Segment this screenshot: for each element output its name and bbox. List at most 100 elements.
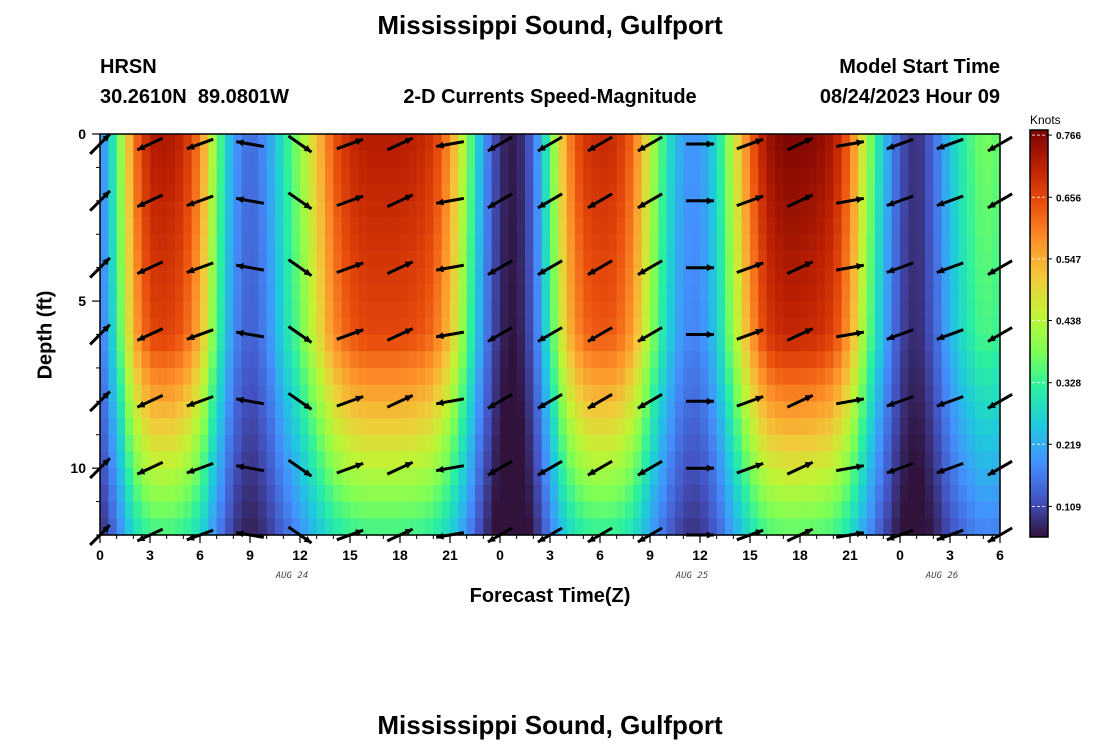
heatmap-cell	[791, 418, 801, 436]
current-vector-arrow	[136, 394, 164, 409]
heatmap-cell	[775, 384, 784, 402]
heatmap-cell	[891, 284, 901, 302]
x-tick-label: 18	[392, 547, 408, 563]
heatmap-cell	[408, 250, 418, 269]
heatmap-cell	[250, 484, 259, 503]
heatmap-cell	[808, 234, 818, 252]
heatmap-cell	[941, 317, 951, 336]
heatmap-cell	[300, 384, 309, 402]
current-vector-arrow	[287, 325, 313, 344]
heatmap-cell	[400, 401, 409, 419]
date-label: AUG 24	[275, 571, 309, 581]
heatmap-cell	[150, 234, 159, 252]
station-coordinates: 30.2610N 89.0801W	[100, 86, 290, 108]
heatmap-cell	[358, 434, 368, 453]
heatmap-cell	[891, 484, 901, 503]
heatmap-cell	[716, 150, 726, 169]
heatmap-cell	[175, 451, 184, 469]
heatmap-cell	[383, 384, 393, 402]
heatmap-cell	[925, 351, 934, 369]
heatmap-cell	[366, 250, 376, 269]
heatmap-cell	[733, 384, 743, 402]
heatmap-cell	[133, 401, 143, 419]
heatmap-cell	[208, 418, 218, 436]
heatmap-cell	[158, 134, 168, 152]
heatmap-cell	[816, 184, 826, 202]
heatmap-cell	[283, 184, 293, 202]
heatmap-cell	[550, 367, 559, 386]
heatmap-cell	[525, 217, 534, 235]
heatmap-cell	[633, 284, 643, 302]
heatmap-cell	[266, 451, 276, 469]
heatmap-cell	[966, 284, 976, 302]
heatmap-cell	[358, 217, 368, 235]
heatmap-cell	[608, 518, 618, 536]
heatmap-cell	[483, 501, 493, 519]
heatmap-cell	[658, 434, 668, 453]
heatmap-cell	[425, 384, 434, 402]
heatmap-cell	[666, 150, 676, 169]
colorbar-tick-label: 0.109	[1056, 502, 1081, 513]
heatmap-cell	[791, 367, 801, 386]
heatmap-cell	[741, 434, 751, 453]
heatmap-cell	[950, 184, 959, 202]
heatmap-cell	[325, 150, 334, 169]
heatmap-cell	[675, 451, 684, 469]
heatmap-cell	[716, 234, 726, 252]
heatmap-cell	[841, 167, 851, 185]
heatmap-cell	[433, 401, 443, 419]
heatmap-cell	[458, 401, 468, 419]
heatmap-cell	[350, 418, 359, 436]
heatmap-cell	[366, 451, 376, 469]
heatmap-cell	[875, 367, 884, 386]
heatmap-cell	[250, 250, 259, 269]
heatmap-cell	[675, 484, 684, 503]
heatmap-cell	[466, 284, 476, 302]
heatmap-cell	[608, 367, 618, 386]
heatmap-cell	[425, 167, 434, 185]
heatmap-cell	[400, 434, 409, 453]
heatmap-cell	[875, 518, 884, 536]
heatmap-cell	[458, 317, 468, 336]
heatmap-cell	[741, 501, 751, 519]
heatmap-cell	[491, 134, 501, 152]
heatmap-cell	[616, 401, 626, 419]
heatmap-cell	[883, 217, 893, 235]
heatmap-cell	[650, 150, 659, 169]
current-vector-arrow	[686, 331, 714, 338]
heatmap-cell	[500, 484, 509, 503]
current-vector-arrow	[336, 194, 364, 208]
heatmap-cell	[766, 284, 776, 302]
heatmap-cell	[625, 234, 634, 252]
heatmap-cell	[991, 267, 1001, 285]
heatmap-cell	[483, 434, 493, 453]
heatmap-cell	[325, 367, 334, 386]
heatmap-cell	[166, 351, 176, 369]
heatmap-cell	[833, 167, 843, 185]
heatmap-cell	[725, 334, 734, 352]
heatmap-cell	[141, 184, 151, 202]
heatmap-cell	[150, 150, 159, 169]
heatmap-cell	[875, 401, 884, 419]
heatmap-cell	[958, 267, 968, 285]
heatmap-cell	[341, 301, 351, 319]
heatmap-cell	[658, 367, 668, 386]
heatmap-cell	[575, 518, 584, 536]
heatmap-cell	[458, 418, 468, 436]
heatmap-cell	[358, 451, 368, 469]
heatmap-cell	[366, 401, 376, 419]
heatmap-cell	[516, 351, 526, 369]
heatmap-cell	[550, 284, 559, 302]
heatmap-cell	[150, 451, 159, 469]
heatmap-cell	[216, 518, 226, 536]
heatmap-cell	[808, 167, 818, 185]
heatmap-cell	[733, 518, 743, 536]
heatmap-cell	[400, 184, 409, 202]
heatmap-cell	[941, 301, 951, 319]
current-vector-arrow	[537, 326, 563, 343]
heatmap-cell	[225, 351, 234, 369]
heatmap-cell	[991, 150, 1001, 169]
heatmap-cell	[175, 401, 184, 419]
heatmap-cell	[441, 317, 451, 336]
heatmap-cell	[566, 384, 576, 402]
